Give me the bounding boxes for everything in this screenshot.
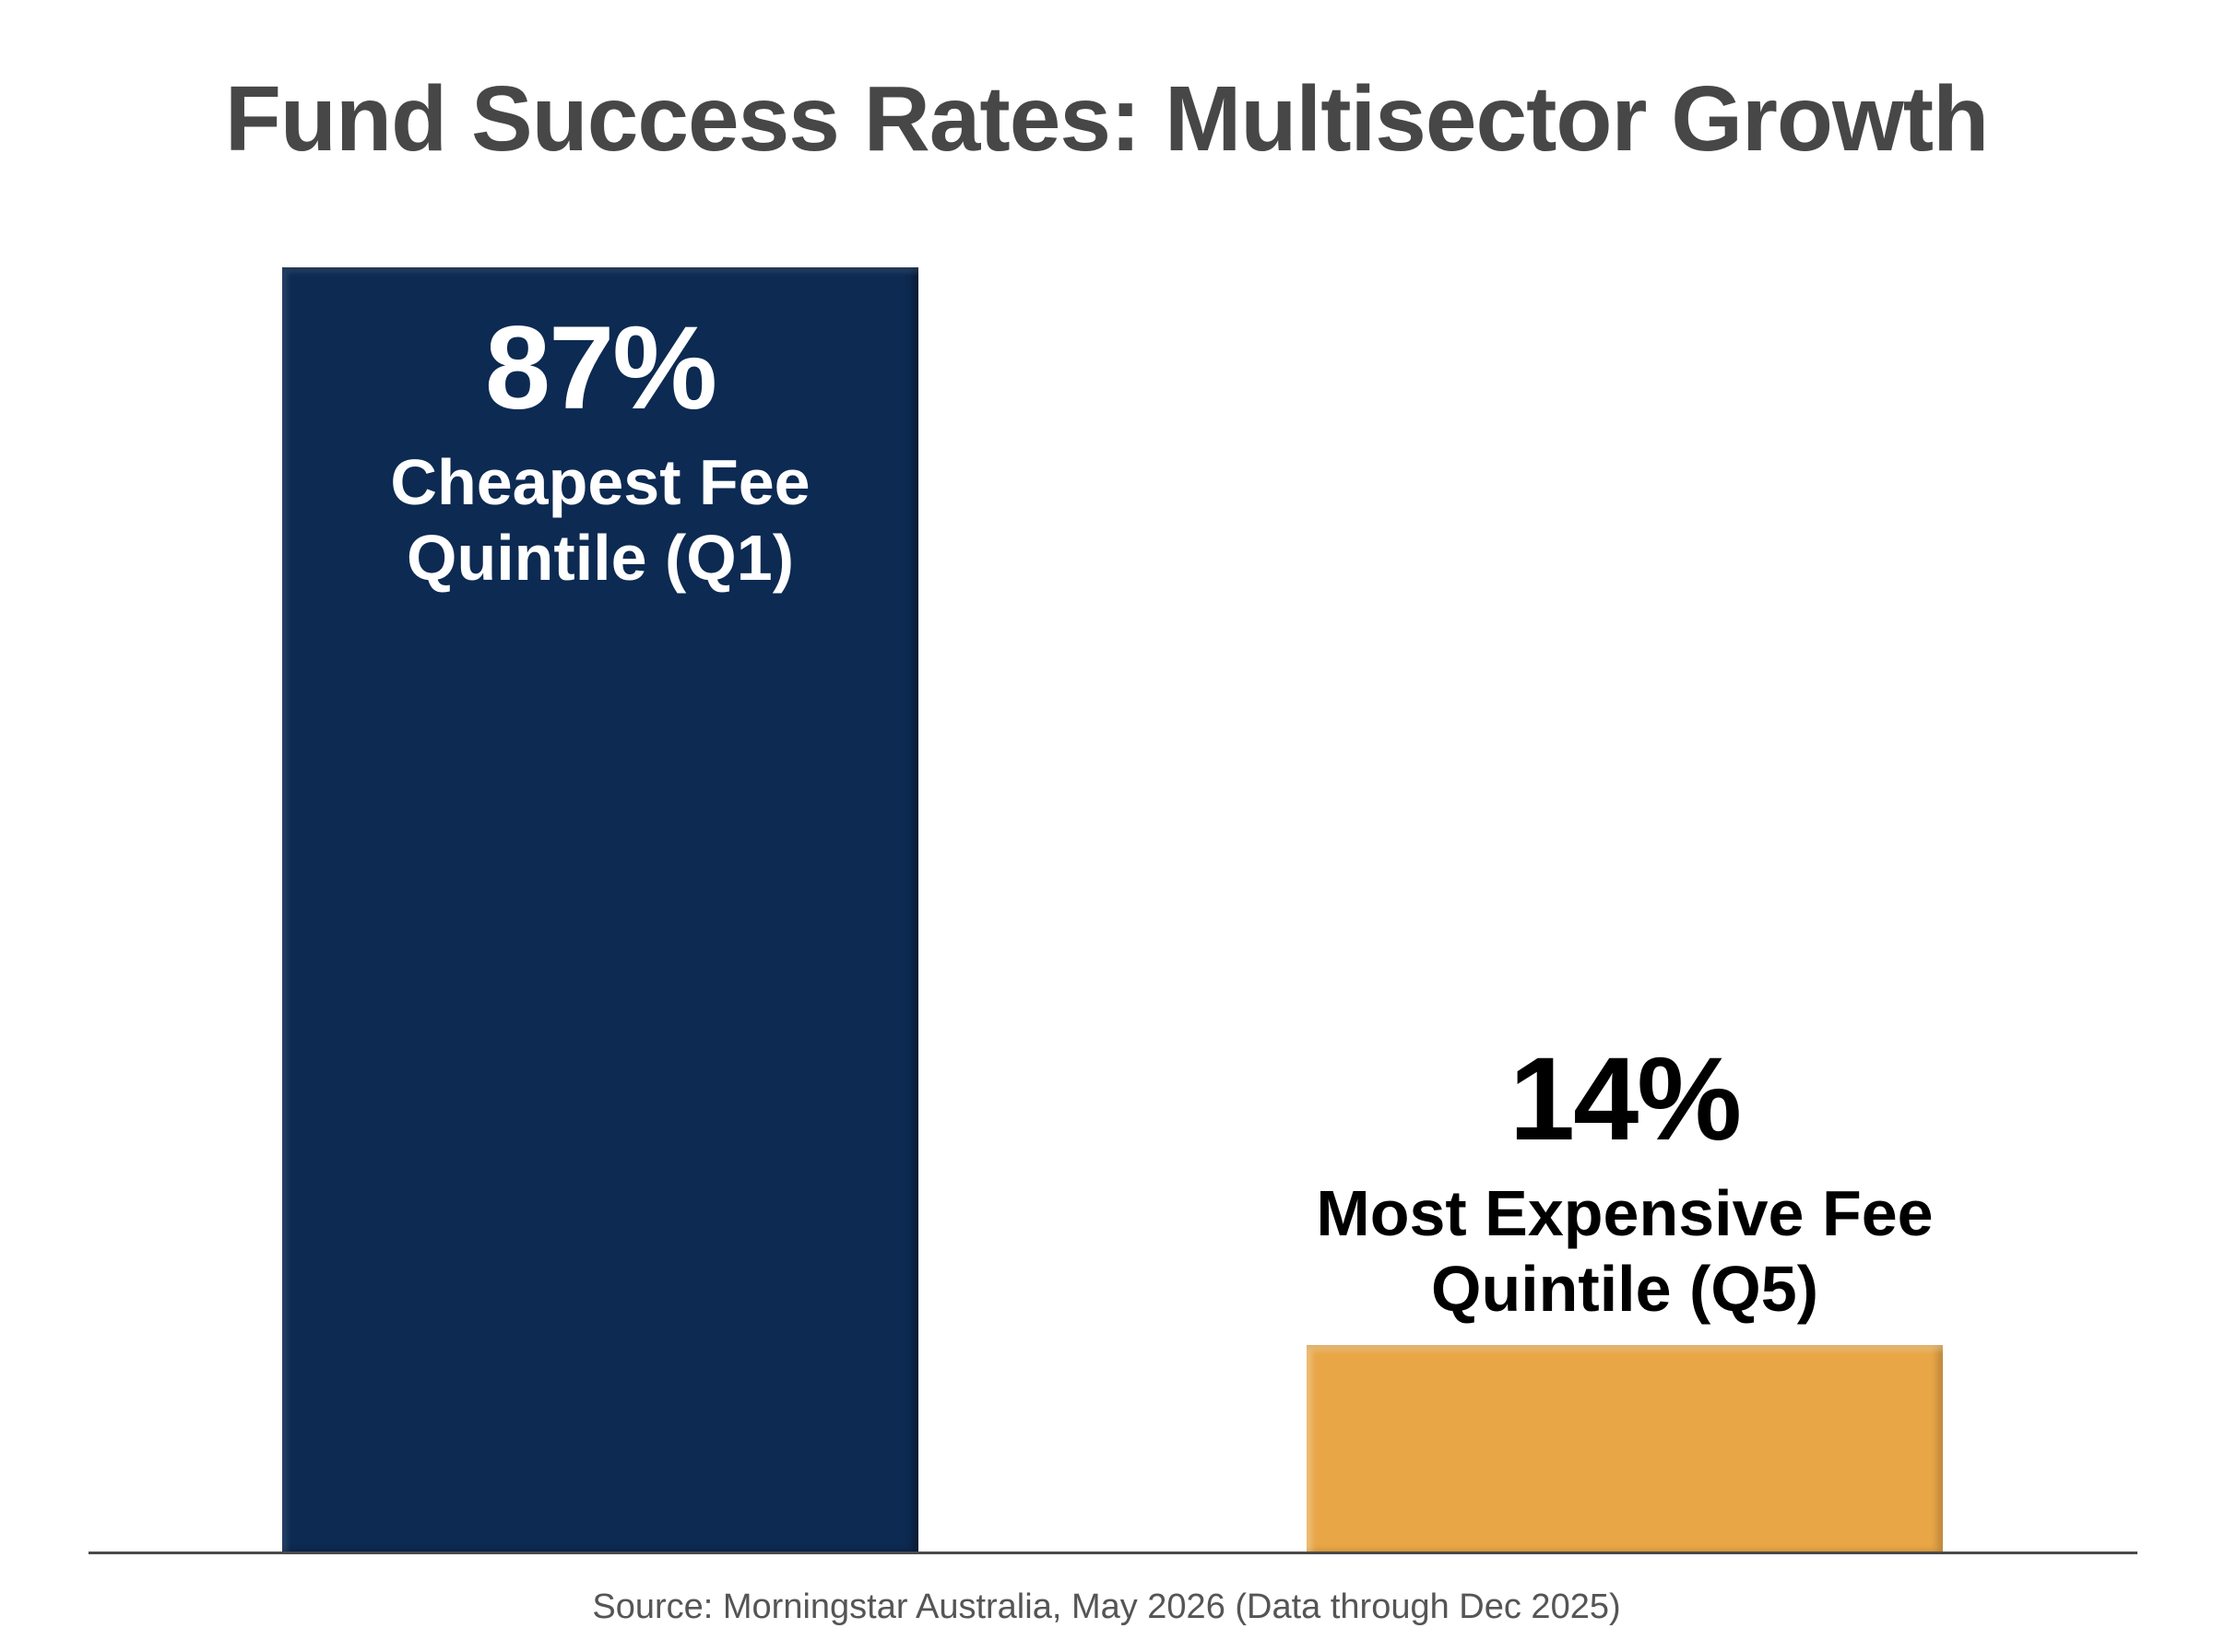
data-label-q5: 14% [1509, 1033, 1742, 1165]
chart-title: Fund Success Rates: Multisector Growth [224, 67, 1989, 171]
category-label-q1: Cheapest Fee Quintile (Q1) [390, 446, 811, 594]
source-note: Source: Morningstar Australia, May 2026 … [592, 1587, 1621, 1626]
bar-q1 [282, 267, 918, 1552]
category-label-q5: Most Expensive Fee Quintile (Q5) [1316, 1177, 1934, 1325]
bar-q5 [1307, 1345, 1943, 1552]
bar-label-q1: 87% Cheapest Fee Quintile (Q1) [278, 304, 923, 596]
bar-label-q5: 14% Most Expensive Fee Quintile (Q5) [1302, 1035, 1947, 1327]
data-label-q1: 87% [484, 302, 717, 434]
x-axis-baseline [89, 1552, 2137, 1554]
